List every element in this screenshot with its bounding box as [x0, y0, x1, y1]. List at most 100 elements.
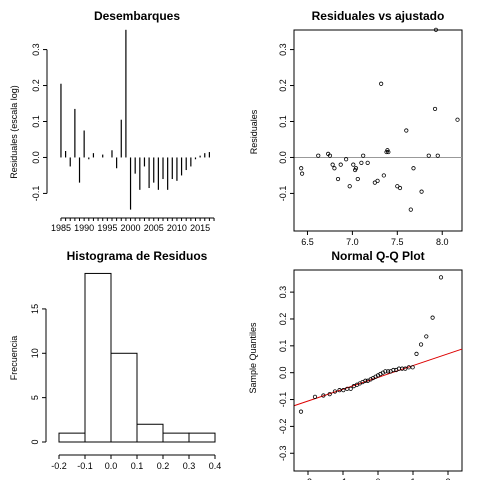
y-axis-tick-label: 10 [30, 348, 40, 358]
residual-point [455, 117, 460, 122]
qq-point [321, 393, 326, 398]
y-axis-tick-label: 0.2 [278, 313, 288, 326]
x-axis-tick-label: 0.3 [183, 461, 196, 471]
y-axis-tick-label: 0.0 [278, 366, 288, 379]
panel-title: Histograma de Residuos [67, 249, 208, 263]
residual-point [353, 166, 359, 171]
residual-point [432, 106, 438, 112]
x-axis-tick-label: 0.0 [105, 461, 118, 471]
y-axis-tick-label: 0.0 [31, 151, 41, 164]
qq-point [410, 365, 415, 370]
x-axis-tick-label: 1990 [74, 223, 94, 233]
x-axis-tick-label: -0.2 [51, 461, 67, 471]
y-axis-label: Residuales (escala log) [9, 85, 19, 179]
qq-point [327, 392, 332, 397]
panel-desembarques: Desembarques Residuales (escala log) -0.… [9, 9, 215, 233]
residual-point [361, 153, 366, 158]
residual-point [299, 166, 304, 171]
y-axis-tick-label: 0.3 [31, 43, 41, 56]
y-axis-tick-label: -0.2 [278, 419, 288, 435]
qq-point [332, 389, 338, 394]
qq-point [403, 366, 408, 371]
residual-point [347, 184, 352, 189]
y-axis-tick-label: 0.0 [278, 151, 288, 164]
y-axis-tick-label: 5 [30, 395, 40, 400]
x-axis-tick-label: 0.2 [157, 461, 170, 471]
qq-point [312, 394, 318, 399]
x-axis-tick-label: 1995 [97, 223, 117, 233]
x-axis-tick-label: 1985 [51, 223, 71, 233]
residual-point [327, 153, 333, 158]
qq-point [386, 369, 391, 374]
residual-point [411, 166, 416, 171]
y-axis-tick-label: 0.1 [31, 115, 41, 128]
x-axis-tick-label: 8.0 [436, 237, 449, 247]
qq-point [424, 334, 429, 339]
y-axis-tick-label: -0.1 [278, 186, 288, 202]
residual-point [381, 173, 386, 178]
residual-point [426, 153, 431, 158]
residual-point [351, 162, 356, 167]
y-axis-tick-label: 0.2 [31, 79, 41, 92]
residual-point [375, 178, 380, 183]
residual-point [355, 176, 360, 182]
y-axis-tick-label: 0.3 [278, 286, 288, 299]
qq-point [298, 409, 304, 414]
residual-point [316, 153, 321, 158]
y-axis-tick-label: -0.1 [31, 186, 41, 202]
y-axis-tick-label: 15 [30, 304, 40, 314]
x-axis-tick-label: 2005 [144, 223, 164, 233]
y-axis-tick-label: -0.1 [278, 392, 288, 408]
residual-point [419, 189, 424, 194]
residual-point [338, 162, 343, 167]
x-axis-tick-label: 0.4 [209, 461, 222, 471]
qq-point [418, 342, 424, 347]
y-axis-tick-label: 0.3 [278, 43, 288, 56]
qq-point [341, 388, 346, 393]
qq-point [348, 386, 353, 391]
qq-point [414, 351, 419, 356]
qq-point [430, 315, 435, 320]
panel-title: Residuales vs ajustado [312, 9, 445, 23]
qq-point [337, 388, 342, 393]
y-axis-tick-label: 0.2 [278, 79, 288, 92]
x-axis-tick-label: 7.5 [391, 237, 404, 247]
panel-title: Normal Q-Q Plot [331, 249, 424, 263]
panel-residuals-vs-fitted: Residuales vs ajustado Residuales -0.1 0.… [249, 9, 463, 247]
residual-point [335, 176, 341, 182]
x-axis-tick-label: 2010 [167, 223, 187, 233]
residual-point [344, 157, 349, 162]
y-axis-tick-label: 0 [30, 439, 40, 444]
residual-point [359, 160, 364, 165]
y-axis-label: Sample Quantiles [248, 322, 258, 394]
x-axis-tick-label: 2000 [121, 223, 141, 233]
qq-point [383, 369, 388, 374]
residual-point [433, 27, 439, 32]
residual-point [332, 166, 337, 171]
panel-qq-plot: Normal Q-Q Plot Sample Quantiles -0.3 -0.… [248, 249, 463, 485]
qq-point [391, 367, 396, 373]
residual-point [397, 185, 403, 191]
residual-point [379, 81, 384, 86]
y-axis-label: Frecuencia [9, 336, 19, 381]
y-axis-tick-label: 0.1 [278, 340, 288, 353]
residual-point [408, 207, 413, 212]
y-axis-label: Residuales [249, 109, 259, 154]
x-axis-tick-label: 0.1 [131, 461, 144, 471]
x-axis-tick-label: 6.5 [301, 237, 314, 247]
x-axis-tick-label: -0.1 [77, 461, 93, 471]
residual-point [435, 153, 440, 158]
qq-point [406, 365, 411, 370]
y-axis-tick-label: 0.1 [278, 115, 288, 128]
panel-histogram: Histograma de Residuos Frecuencia 0 5 10 15… [9, 249, 221, 471]
x-axis-tick-label: 2015 [190, 223, 210, 233]
histogram-bar [110, 352, 138, 443]
residual-point [386, 149, 391, 155]
histogram-bar [188, 432, 216, 443]
y-axis-tick-label: -0.3 [278, 445, 288, 461]
residual-point [330, 162, 335, 167]
residual-point [404, 128, 409, 133]
